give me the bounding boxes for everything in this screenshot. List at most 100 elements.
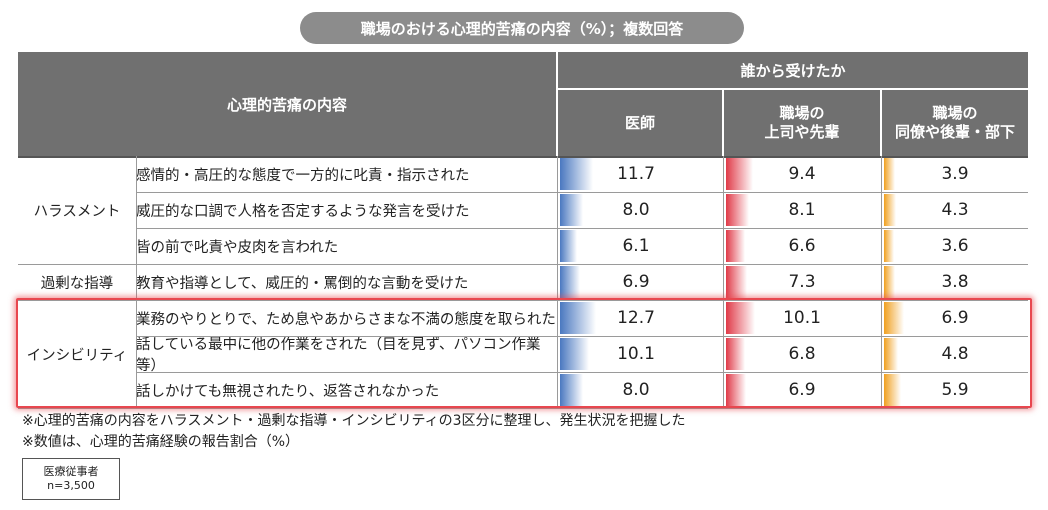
- value-superior: 10.1: [783, 308, 821, 328]
- bar-superior: [726, 194, 750, 226]
- row-item-label: 感情的・高圧的な態度で一方的に叱責・指示された: [136, 167, 470, 184]
- bar-colleague: [884, 302, 904, 334]
- header-col-doctor: 医師: [558, 90, 722, 156]
- header-col-superior: 職場の 上司や先輩: [724, 90, 880, 156]
- bar-doctor: [560, 374, 583, 406]
- bar-colleague: [884, 374, 901, 406]
- cell-superior: 6.6: [724, 230, 880, 262]
- bar-superior: [726, 230, 745, 262]
- table-header-rule: [18, 156, 1028, 158]
- value-doctor: 6.1: [622, 236, 650, 256]
- cell-colleague: 3.8: [882, 266, 1028, 298]
- row-rule: [136, 228, 1028, 229]
- cell-doctor: 11.7: [558, 158, 714, 190]
- header-col-colleague: 職場の 同僚や後輩・部下: [882, 90, 1028, 156]
- value-doctor: 8.0: [622, 380, 650, 400]
- cell-superior: 6.8: [724, 338, 880, 370]
- table-row: 威圧的な口調で人格を否定するような発言を受けた 8.0 8.1 4.3: [18, 192, 1028, 228]
- table-row: 話している最中に他の作業をされた（目を見ず、パソコン作業等） 10.1 6.8 4.8: [18, 336, 1028, 374]
- row-rule: [136, 192, 1028, 193]
- value-superior: 6.8: [788, 344, 816, 364]
- column-rule: [136, 156, 137, 408]
- table-row: 教育や指導として、威圧的・罵倒的な言動を受けた 6.9 7.3 3.8: [18, 264, 1028, 300]
- table-row: 皆の前で叱責や皮肉を言われた 6.1 6.6 3.6: [18, 228, 1028, 264]
- value-superior: 8.1: [788, 200, 816, 220]
- cell-superior: 7.3: [724, 266, 880, 298]
- cell-colleague: 4.8: [882, 338, 1028, 370]
- column-rule: [881, 156, 882, 408]
- bar-doctor: [560, 338, 589, 370]
- bar-superior: [726, 158, 753, 190]
- table-row: 業務のやりとりで、ため息やあからさまな不満の態度を取られた 12.7 10.1 6.9: [18, 300, 1028, 336]
- cell-doctor: 6.9: [558, 266, 714, 298]
- bar-colleague: [884, 158, 896, 190]
- cell-doctor: 8.0: [558, 194, 714, 226]
- row-item-label: 話しかけても無視されたり、返答されなかった: [136, 383, 440, 400]
- bar-superior: [726, 374, 746, 406]
- category-label: ハラスメント: [33, 203, 121, 220]
- row-item-label: 業務のやりとりで、ため息やあからさまな不満の態度を取られた: [136, 311, 556, 328]
- value-superior: 6.6: [788, 236, 816, 256]
- value-colleague: 3.8: [941, 272, 969, 292]
- row-item-label: 威圧的な口調で人格を否定するような発言を受けた: [136, 203, 470, 220]
- bar-colleague: [884, 194, 897, 226]
- bar-doctor: [560, 266, 580, 298]
- category-label: インシビリティ: [26, 347, 128, 364]
- bar-colleague: [884, 338, 898, 370]
- value-superior: 9.4: [788, 164, 816, 184]
- bar-superior: [726, 338, 746, 370]
- column-rule: [557, 156, 558, 408]
- cell-colleague: 4.3: [882, 194, 1028, 226]
- value-doctor: 11.7: [617, 164, 655, 184]
- header-group-label: 誰から受けたか: [558, 52, 1028, 88]
- category-rule: [18, 408, 1028, 409]
- value-doctor: 12.7: [617, 308, 655, 328]
- value-doctor: 6.9: [622, 272, 650, 292]
- bar-doctor: [560, 302, 597, 334]
- sample-size-box: 医療従事者 n=3,500: [22, 458, 120, 500]
- header-content-label: 心理的苦痛の内容: [18, 52, 556, 156]
- category-label: 過剰な指導: [40, 275, 114, 292]
- cell-superior: 10.1: [724, 302, 880, 334]
- row-rule: [136, 372, 1028, 373]
- row-item-label: 教育や指導として、威圧的・罵倒的な言動を受けた: [136, 275, 469, 292]
- footnote-2: ※数値は、心理的苦痛経験の報告割合（%）: [22, 434, 300, 450]
- value-colleague: 3.9: [941, 164, 969, 184]
- cell-superior: 6.9: [724, 374, 880, 406]
- bar-doctor: [560, 194, 583, 226]
- column-rule: [723, 156, 724, 408]
- value-superior: 7.3: [788, 272, 816, 292]
- cell-colleague: 6.9: [882, 302, 1028, 334]
- bar-colleague: [884, 230, 895, 262]
- bar-doctor: [560, 230, 578, 262]
- sample-label: 医療従事者: [43, 465, 99, 478]
- value-colleague: 6.9: [941, 308, 969, 328]
- category-rule: [18, 300, 1028, 301]
- footnote-1: ※心理的苦痛の内容をハラスメント・過剰な指導・インシビリティの3区分に整理し、発…: [22, 413, 686, 429]
- value-colleague: 5.9: [941, 380, 969, 400]
- bar-superior: [726, 302, 755, 334]
- cell-superior: 8.1: [724, 194, 880, 226]
- value-doctor: 8.0: [622, 200, 650, 220]
- value-colleague: 4.8: [941, 344, 969, 364]
- value-superior: 6.9: [788, 380, 816, 400]
- bar-doctor: [560, 158, 594, 190]
- chart-title: 職場のおける心理的苦痛の内容（%）；複数回答: [300, 12, 744, 44]
- row-rule: [136, 336, 1028, 337]
- bar-superior: [726, 266, 747, 298]
- row-item-label: 皆の前で叱責や皮肉を言われた: [136, 239, 339, 256]
- value-doctor: 10.1: [617, 344, 655, 364]
- cell-doctor: 8.0: [558, 374, 714, 406]
- cell-doctor: 10.1: [558, 338, 714, 370]
- row-item-label: 話している最中に他の作業をされた（目を見ず、パソコン作業等）: [136, 337, 541, 374]
- value-colleague: 3.6: [941, 236, 969, 256]
- table-row: 話しかけても無視されたり、返答されなかった 8.0 6.9 5.9: [18, 372, 1028, 408]
- bar-colleague: [884, 266, 895, 298]
- cell-colleague: 5.9: [882, 374, 1028, 406]
- value-colleague: 4.3: [941, 200, 969, 220]
- cell-superior: 9.4: [724, 158, 880, 190]
- cell-doctor: 12.7: [558, 302, 714, 334]
- table-row: 感情的・高圧的な態度で一方的に叱責・指示された 11.7 9.4 3.9: [18, 156, 1028, 192]
- cell-colleague: 3.6: [882, 230, 1028, 262]
- sample-count: n=3,500: [47, 479, 95, 492]
